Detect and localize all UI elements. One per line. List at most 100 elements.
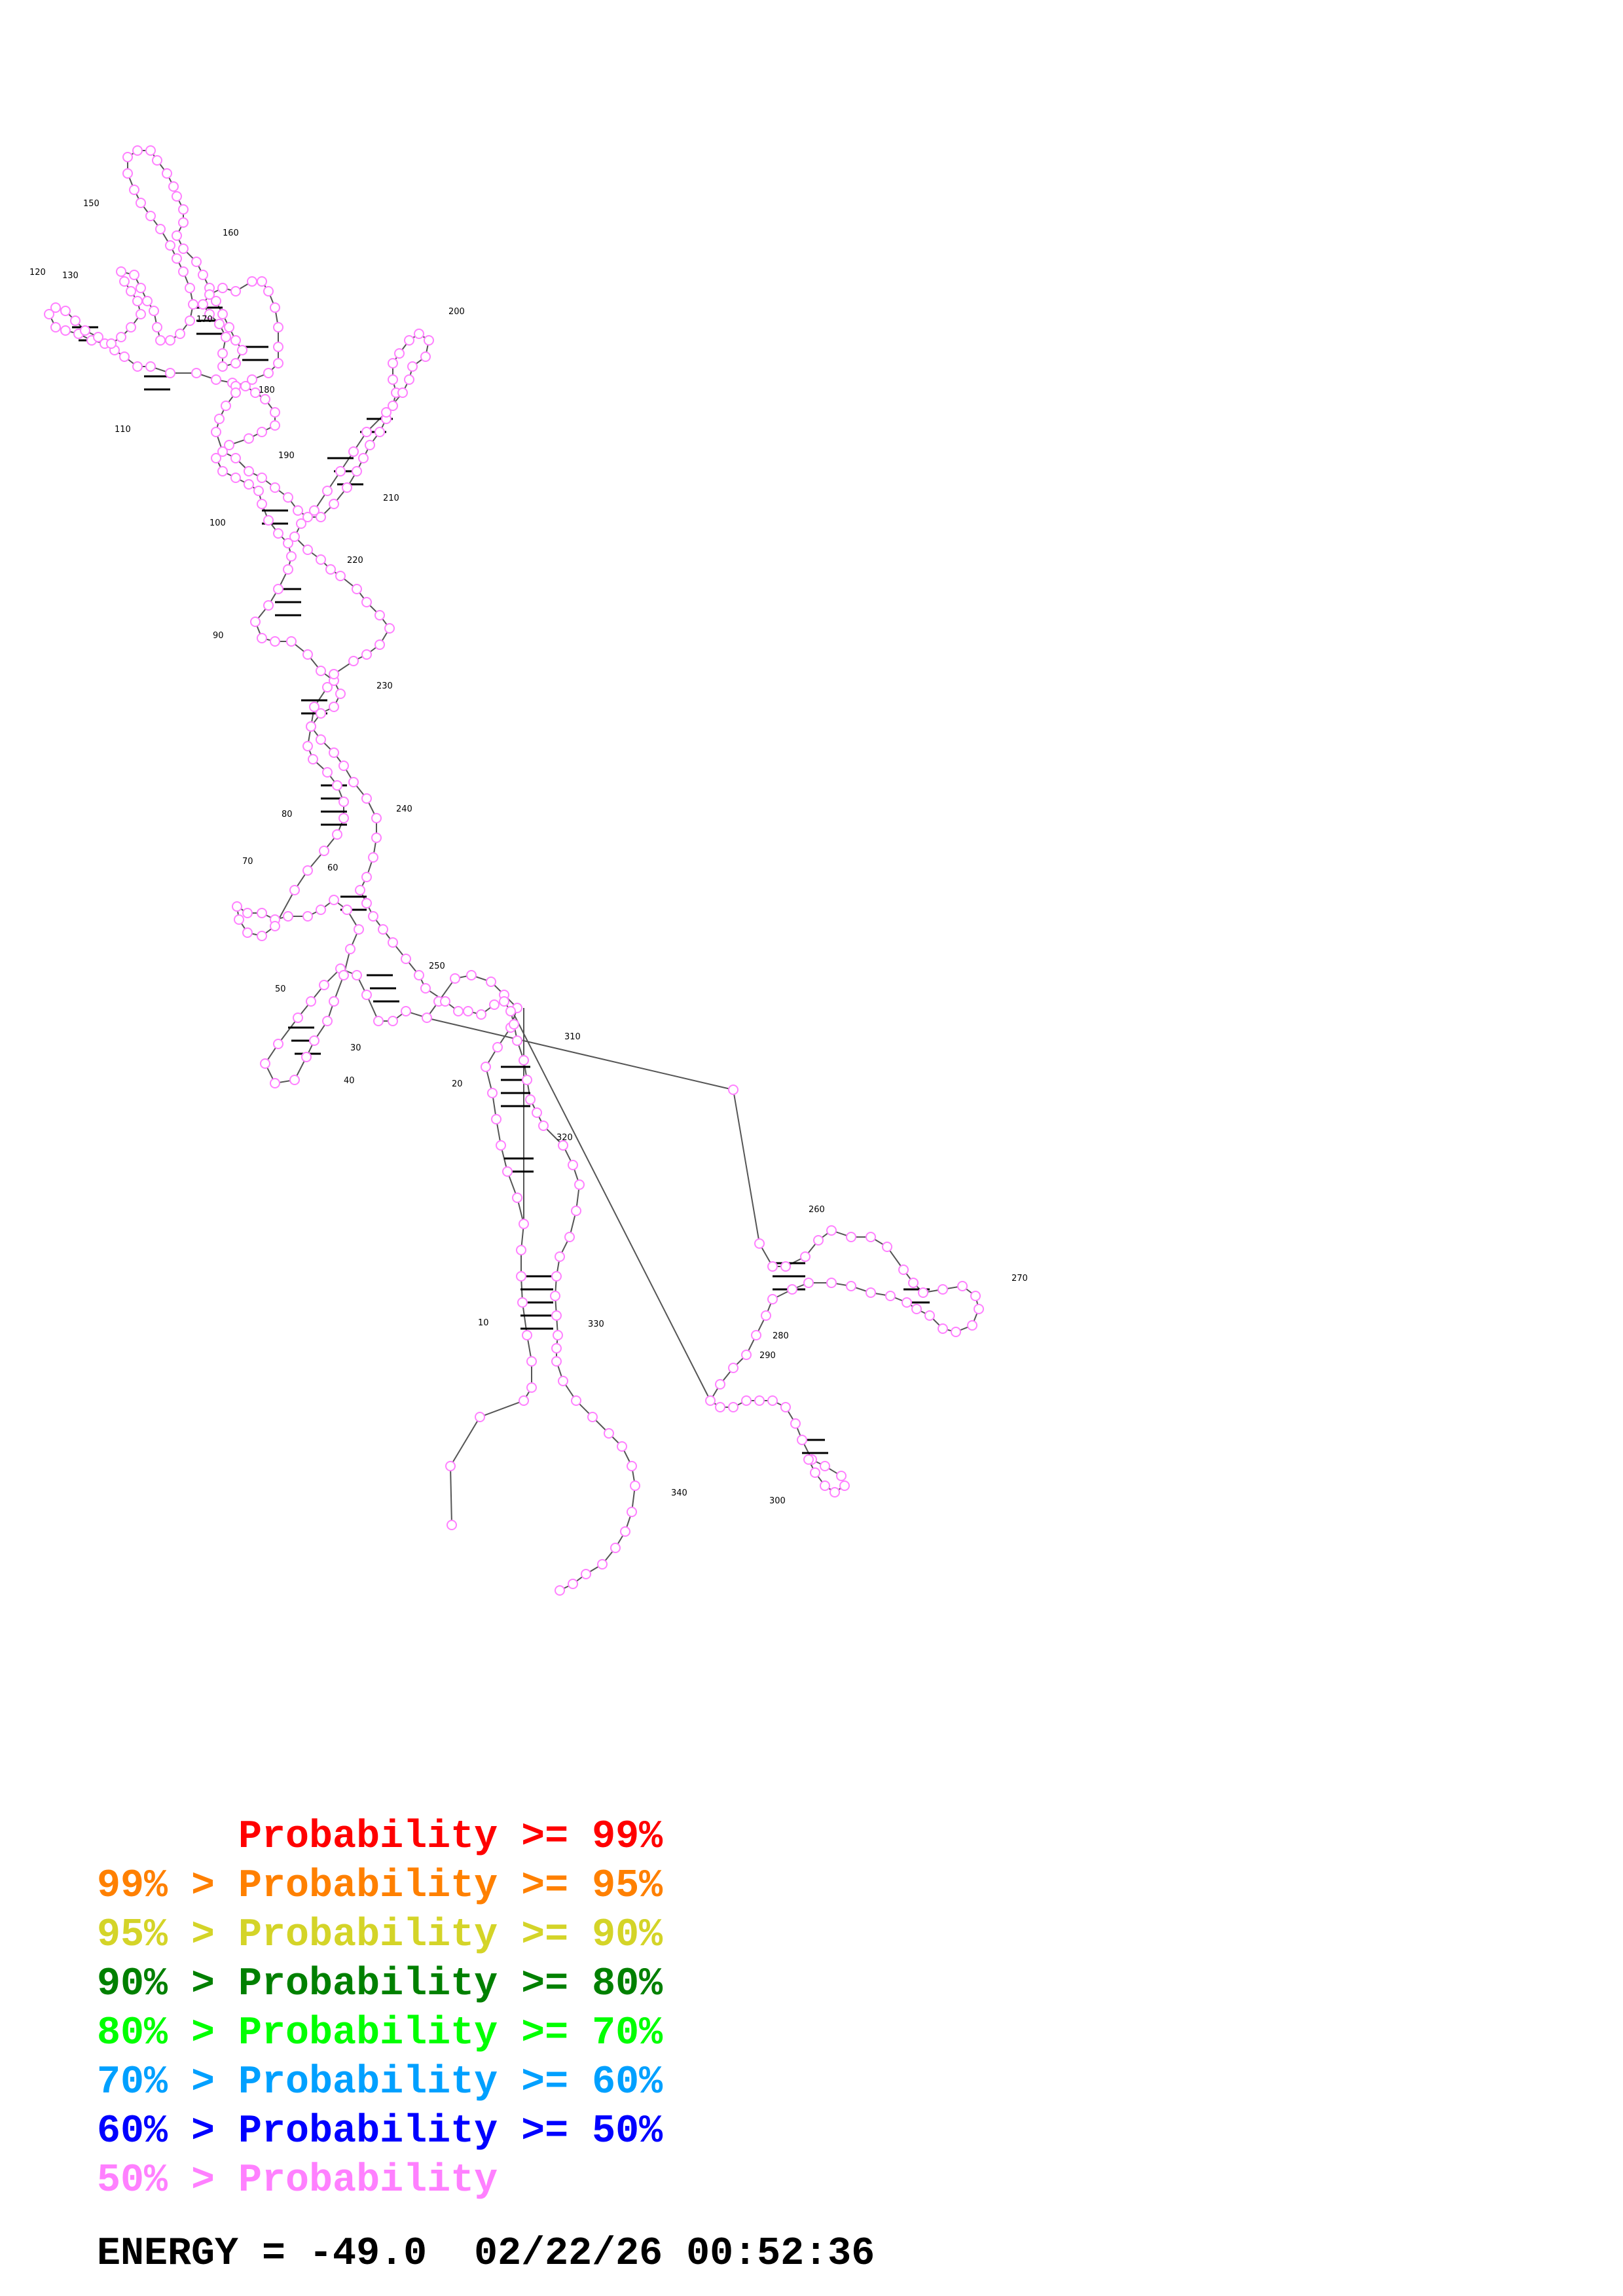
nucleotide: [165, 240, 175, 251]
nucleotide: [191, 368, 202, 378]
position-label: 120: [29, 268, 46, 278]
nucleotide: [116, 332, 126, 342]
nucleotide: [505, 1006, 516, 1016]
nucleotide: [705, 1395, 716, 1406]
nucleotide: [728, 1402, 739, 1412]
nucleotide: [373, 1016, 384, 1026]
legend-row: 95% > Probability >= 90%: [97, 1913, 663, 1958]
nucleotide: [338, 797, 349, 807]
nucleotide: [728, 1363, 739, 1373]
nucleotide: [322, 767, 333, 778]
nucleotide: [516, 1271, 526, 1282]
nucleotide: [820, 1480, 830, 1491]
nucleotide: [361, 990, 372, 1000]
nucleotide: [620, 1526, 630, 1537]
nucleotide: [342, 905, 352, 915]
nucleotide: [352, 466, 362, 476]
nucleotide: [217, 283, 228, 293]
nucleotide: [361, 597, 372, 607]
position-label: 320: [556, 1133, 573, 1143]
nucleotide: [237, 345, 247, 355]
nucleotide: [155, 335, 166, 346]
nucleotide: [519, 1395, 529, 1406]
nucleotide: [358, 453, 369, 463]
nucleotide: [217, 361, 228, 372]
nucleotide: [273, 584, 283, 594]
nucleotide: [221, 332, 231, 342]
nucleotide: [780, 1261, 791, 1272]
position-label: 170: [196, 315, 213, 325]
nucleotide: [178, 243, 189, 254]
nucleotide: [502, 1166, 513, 1177]
nucleotide: [325, 564, 336, 575]
position-label: 190: [278, 451, 295, 461]
nucleotide: [361, 649, 372, 660]
nucleotide: [401, 954, 411, 964]
position-label: 230: [376, 681, 393, 691]
nucleotide: [172, 230, 182, 241]
nucleotide: [60, 306, 71, 316]
position-label: 220: [347, 556, 363, 565]
nucleotide: [532, 1107, 542, 1118]
nucleotide: [168, 181, 179, 192]
nucleotide: [970, 1291, 981, 1301]
backbone-link: [425, 1017, 734, 1090]
nucleotide: [882, 1242, 892, 1252]
nucleotide: [365, 440, 375, 450]
nucleotide: [938, 1284, 948, 1295]
nucleotide: [374, 639, 385, 650]
nucleotide: [230, 453, 241, 463]
nucleotide: [519, 1055, 529, 1066]
position-label: 210: [383, 493, 399, 503]
position-label: 100: [210, 518, 226, 528]
nucleotide: [329, 747, 339, 758]
nucleotide: [352, 584, 362, 594]
rna-structure-diagram: 10 20 30 40 50 60 70 80 90 100 110 120 130 150 160 170 1…: [29, 145, 1028, 1596]
nucleotide: [211, 427, 221, 437]
nucleotide: [571, 1206, 581, 1216]
nucleotide: [617, 1441, 627, 1452]
nucleotide: [289, 531, 300, 542]
nucleotide: [152, 322, 162, 332]
nucleotide: [489, 999, 500, 1010]
nucleotide: [132, 361, 143, 372]
nucleotide: [846, 1232, 856, 1242]
nucleotide: [283, 492, 293, 503]
nucleotide: [866, 1232, 876, 1242]
nucleotide: [119, 351, 130, 362]
nucleotide: [129, 185, 139, 195]
nucleotide: [302, 545, 313, 555]
nucleotide: [198, 299, 208, 310]
nucleotide: [172, 253, 182, 264]
position-label: 340: [671, 1488, 687, 1498]
nucleotide: [866, 1287, 876, 1298]
nucleotide: [404, 374, 414, 385]
nucleotide: [178, 204, 189, 215]
position-label: 40: [344, 1076, 355, 1086]
nucleotide: [257, 427, 267, 437]
nucleotide: [316, 512, 326, 522]
nucleotide: [283, 911, 293, 922]
nucleotide: [846, 1281, 856, 1291]
nucleotide: [813, 1235, 824, 1246]
nucleotide: [826, 1225, 837, 1236]
nucleotide: [803, 1454, 814, 1465]
nucleotide: [230, 473, 241, 483]
nucleotide: [371, 833, 382, 843]
nucleotide: [486, 977, 496, 987]
nucleotide: [394, 348, 405, 359]
nucleotide: [270, 1078, 280, 1088]
nucleotide: [242, 927, 253, 938]
nucleotide: [761, 1310, 771, 1321]
nucleotide: [361, 793, 372, 804]
nucleotide: [974, 1304, 984, 1314]
nucleotide: [414, 970, 424, 980]
nucleotide: [302, 741, 313, 751]
nucleotide: [767, 1261, 778, 1272]
nucleotide: [450, 973, 460, 984]
position-label: 270: [1012, 1274, 1028, 1283]
nucleotide: [767, 1395, 778, 1406]
backbone-path: [48, 150, 980, 1591]
nucleotide: [116, 266, 126, 277]
nucleotide: [401, 1006, 411, 1016]
